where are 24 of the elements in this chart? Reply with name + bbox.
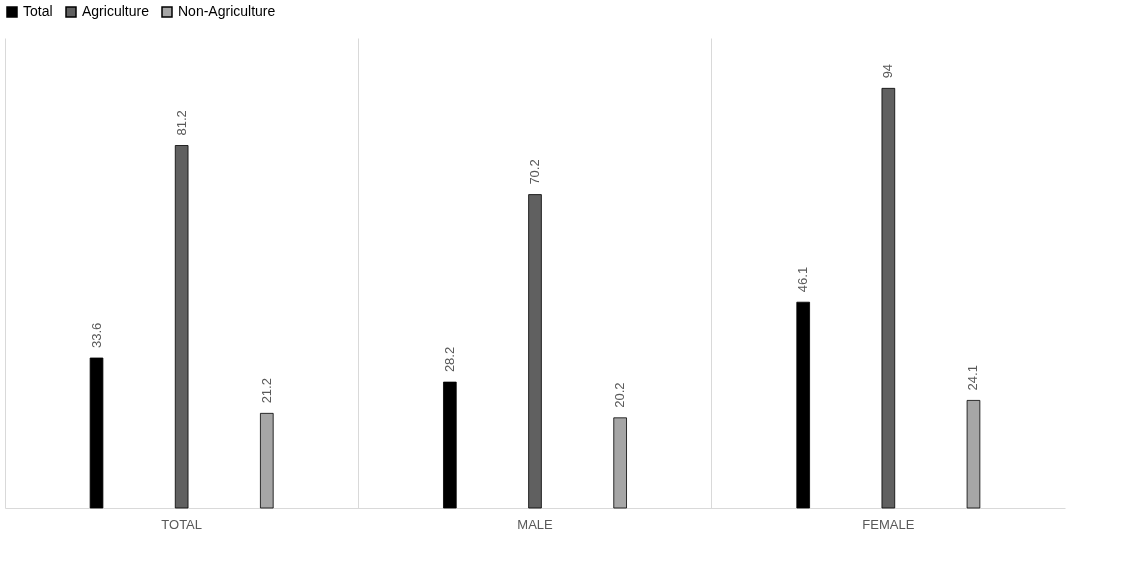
legend-label: Agriculture: [82, 3, 150, 19]
data-label: 24.1: [965, 365, 981, 391]
x-tick-label: TOTAL: [161, 516, 203, 532]
data-label: 70.2: [527, 159, 542, 185]
data-label: 33.6: [88, 322, 104, 348]
bar: [89, 357, 104, 509]
bar: [174, 145, 189, 509]
legend-label: Non-Agriculture: [178, 3, 276, 19]
legend-label: Total: [23, 3, 53, 19]
bar: [796, 301, 810, 509]
data-label: 46.1: [795, 266, 811, 293]
bar: [881, 87, 896, 509]
x-tick-label: FEMALE: [862, 516, 915, 532]
bar: [528, 194, 542, 509]
bar: [966, 400, 981, 509]
bar: [260, 412, 274, 509]
x-tick-label: MALE: [517, 516, 554, 532]
bar: [613, 417, 627, 509]
data-label: 94: [880, 63, 896, 79]
data-label: 21.2: [258, 378, 274, 404]
bar: [443, 381, 457, 509]
data-label: 20.2: [612, 382, 628, 408]
data-label: 81.2: [173, 110, 189, 136]
data-label: 28.2: [441, 346, 457, 373]
